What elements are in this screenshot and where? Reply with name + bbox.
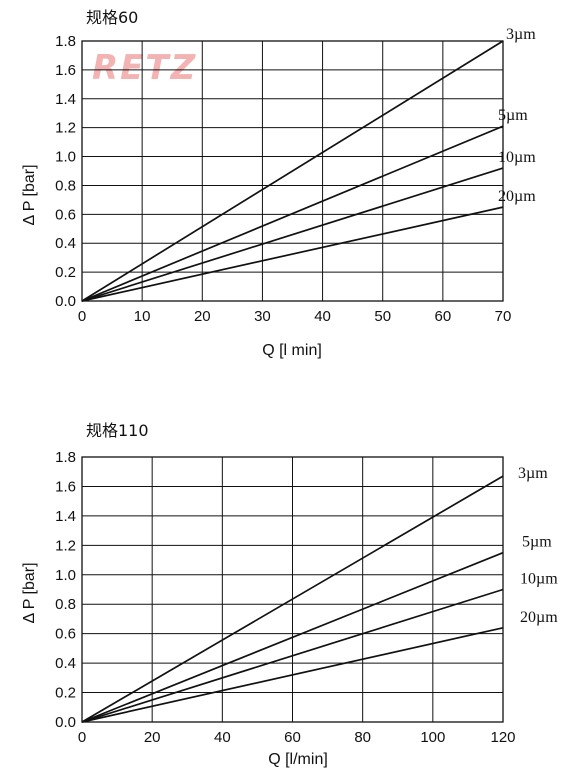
y-tick-label: 1.6 <box>55 62 76 79</box>
x-tick-label: 30 <box>254 308 271 325</box>
series-line <box>81 551 504 723</box>
y-tick-label: 0.6 <box>55 206 76 223</box>
y-tick-label: 1.0 <box>55 567 76 584</box>
series-line <box>81 588 504 723</box>
series-line <box>81 167 504 302</box>
series-line <box>81 626 504 723</box>
x-tick-label: 40 <box>214 729 231 746</box>
y-tick-label: 1.2 <box>55 537 76 554</box>
y-tick-label: 0.2 <box>55 685 76 702</box>
x-axis-label: Q [l/min] <box>268 751 328 768</box>
series-label: 5µm <box>522 534 552 551</box>
y-tick-label: 0.6 <box>55 626 76 643</box>
x-tick-label: 20 <box>194 308 211 325</box>
x-tick-label: 0 <box>78 729 86 746</box>
series-line <box>81 475 504 723</box>
y-tick-label: 0.0 <box>55 293 76 310</box>
y-tick-label: 1.6 <box>55 478 76 495</box>
watermark-logo: RETZ <box>92 48 197 88</box>
chart-title: 规格110 <box>86 421 149 440</box>
y-tick-label: 1.8 <box>55 449 76 466</box>
x-tick-label: 10 <box>134 308 151 325</box>
x-tick-label: 70 <box>495 308 512 325</box>
series-line <box>81 206 504 302</box>
y-axis-label: Δ P [bar] <box>21 562 38 623</box>
series-label: 20µm <box>498 188 536 205</box>
x-tick-label: 50 <box>374 308 391 325</box>
plot-frame <box>81 40 504 302</box>
y-tick-label: 1.0 <box>55 149 76 166</box>
series-label: 20µm <box>520 609 558 626</box>
series-label: 3µm <box>506 26 536 43</box>
y-tick-label: 0.2 <box>55 264 76 281</box>
x-tick-label: 80 <box>354 729 371 746</box>
y-tick-label: 1.4 <box>55 91 76 108</box>
y-tick-label: 0.8 <box>55 177 76 194</box>
x-axis-label: Q [l min] <box>262 342 322 359</box>
x-tick-label: 0 <box>78 308 86 325</box>
y-tick-label: 0.8 <box>55 596 76 613</box>
y-tick-label: 0.0 <box>55 714 76 731</box>
x-tick-label: 60 <box>435 308 452 325</box>
series-label: 10µm <box>520 571 558 588</box>
series-line <box>81 125 504 302</box>
y-tick-label: 1.2 <box>55 120 76 137</box>
series-line <box>81 40 504 302</box>
x-tick-label: 40 <box>314 308 331 325</box>
x-tick-label: 60 <box>284 729 301 746</box>
x-tick-label: 100 <box>420 729 445 746</box>
y-tick-label: 1.8 <box>55 33 76 50</box>
x-tick-label: 20 <box>144 729 161 746</box>
chart-title: 规格60 <box>86 8 138 27</box>
y-tick-label: 0.4 <box>55 235 76 252</box>
series-label: 10µm <box>498 149 536 166</box>
y-axis-label: Δ P [bar] <box>21 164 38 225</box>
series-label: 5µm <box>498 107 528 124</box>
x-tick-label: 120 <box>490 729 515 746</box>
series-label: 3µm <box>518 465 548 482</box>
y-tick-label: 0.4 <box>55 655 76 672</box>
y-tick-label: 1.4 <box>55 508 76 525</box>
